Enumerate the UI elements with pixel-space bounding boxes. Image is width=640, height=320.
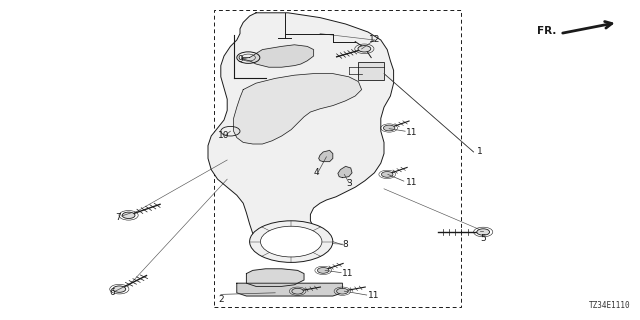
Circle shape bbox=[292, 288, 303, 294]
Text: 6: 6 bbox=[109, 288, 115, 297]
FancyBboxPatch shape bbox=[358, 62, 384, 80]
Text: 5: 5 bbox=[481, 234, 486, 243]
Text: 11: 11 bbox=[368, 292, 380, 300]
Circle shape bbox=[381, 172, 393, 177]
Polygon shape bbox=[319, 150, 333, 162]
Circle shape bbox=[477, 229, 490, 235]
Circle shape bbox=[337, 288, 348, 294]
Text: 9: 9 bbox=[237, 55, 243, 64]
Circle shape bbox=[383, 125, 395, 131]
Text: TZ34E1110: TZ34E1110 bbox=[589, 301, 630, 310]
Polygon shape bbox=[208, 13, 394, 254]
Polygon shape bbox=[237, 283, 342, 296]
Circle shape bbox=[113, 286, 125, 292]
Text: 10: 10 bbox=[218, 132, 230, 140]
Text: 11: 11 bbox=[342, 269, 354, 278]
Circle shape bbox=[250, 221, 333, 262]
Polygon shape bbox=[234, 74, 362, 144]
Text: 8: 8 bbox=[342, 240, 348, 249]
Bar bbox=[214, 10, 461, 307]
Text: 1: 1 bbox=[477, 148, 483, 156]
Circle shape bbox=[122, 212, 135, 219]
Polygon shape bbox=[243, 45, 314, 67]
Text: FR.: FR. bbox=[538, 26, 557, 36]
Circle shape bbox=[317, 268, 329, 273]
Text: 4: 4 bbox=[314, 168, 319, 177]
Text: 11: 11 bbox=[406, 128, 418, 137]
Polygon shape bbox=[338, 166, 352, 178]
Polygon shape bbox=[246, 269, 304, 286]
Circle shape bbox=[358, 46, 371, 52]
Text: 11: 11 bbox=[406, 178, 418, 187]
Text: 3: 3 bbox=[346, 180, 351, 188]
Text: 2: 2 bbox=[218, 295, 223, 304]
Text: 12: 12 bbox=[369, 36, 380, 44]
Text: 7: 7 bbox=[116, 213, 121, 222]
Circle shape bbox=[260, 226, 322, 257]
